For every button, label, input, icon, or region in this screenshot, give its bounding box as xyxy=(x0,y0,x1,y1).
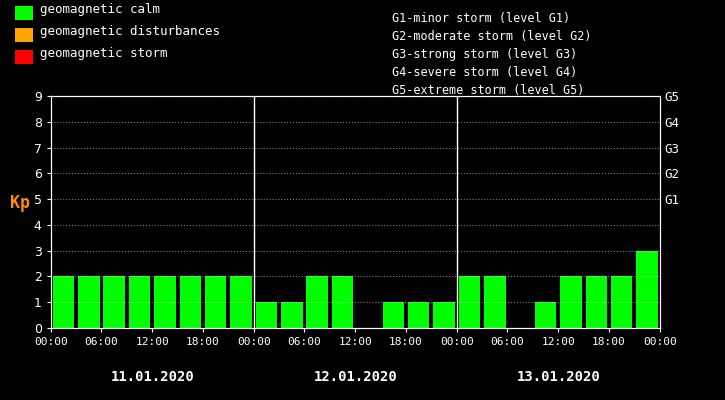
Bar xyxy=(281,302,302,328)
FancyBboxPatch shape xyxy=(14,50,33,64)
Bar xyxy=(307,276,328,328)
Bar xyxy=(586,276,607,328)
Bar xyxy=(104,276,125,328)
Bar xyxy=(180,276,201,328)
Text: G1-minor storm (level G1): G1-minor storm (level G1) xyxy=(392,12,570,25)
Text: geomagnetic disturbances: geomagnetic disturbances xyxy=(40,26,220,38)
Bar xyxy=(383,302,404,328)
Text: 12.01.2020: 12.01.2020 xyxy=(313,370,397,384)
Text: geomagnetic calm: geomagnetic calm xyxy=(40,4,160,16)
Bar xyxy=(408,302,429,328)
Bar xyxy=(459,276,480,328)
Bar xyxy=(332,276,353,328)
Bar xyxy=(231,276,252,328)
Text: G2-moderate storm (level G2): G2-moderate storm (level G2) xyxy=(392,30,591,43)
Bar xyxy=(611,276,632,328)
Text: 13.01.2020: 13.01.2020 xyxy=(516,370,600,384)
Text: geomagnetic storm: geomagnetic storm xyxy=(40,48,167,60)
Bar xyxy=(256,302,277,328)
Bar xyxy=(78,276,99,328)
Bar xyxy=(129,276,150,328)
Text: G3-strong storm (level G3): G3-strong storm (level G3) xyxy=(392,48,577,61)
Bar xyxy=(560,276,581,328)
Text: G4-severe storm (level G4): G4-severe storm (level G4) xyxy=(392,66,577,79)
Bar xyxy=(205,276,226,328)
Text: G5-extreme storm (level G5): G5-extreme storm (level G5) xyxy=(392,84,584,97)
Y-axis label: Kp: Kp xyxy=(10,194,30,212)
Bar xyxy=(535,302,556,328)
Bar xyxy=(53,276,74,328)
FancyBboxPatch shape xyxy=(14,28,33,42)
Bar xyxy=(637,251,658,328)
Bar xyxy=(484,276,505,328)
FancyBboxPatch shape xyxy=(14,6,33,20)
Bar xyxy=(154,276,175,328)
Text: 11.01.2020: 11.01.2020 xyxy=(110,370,194,384)
Bar xyxy=(434,302,455,328)
